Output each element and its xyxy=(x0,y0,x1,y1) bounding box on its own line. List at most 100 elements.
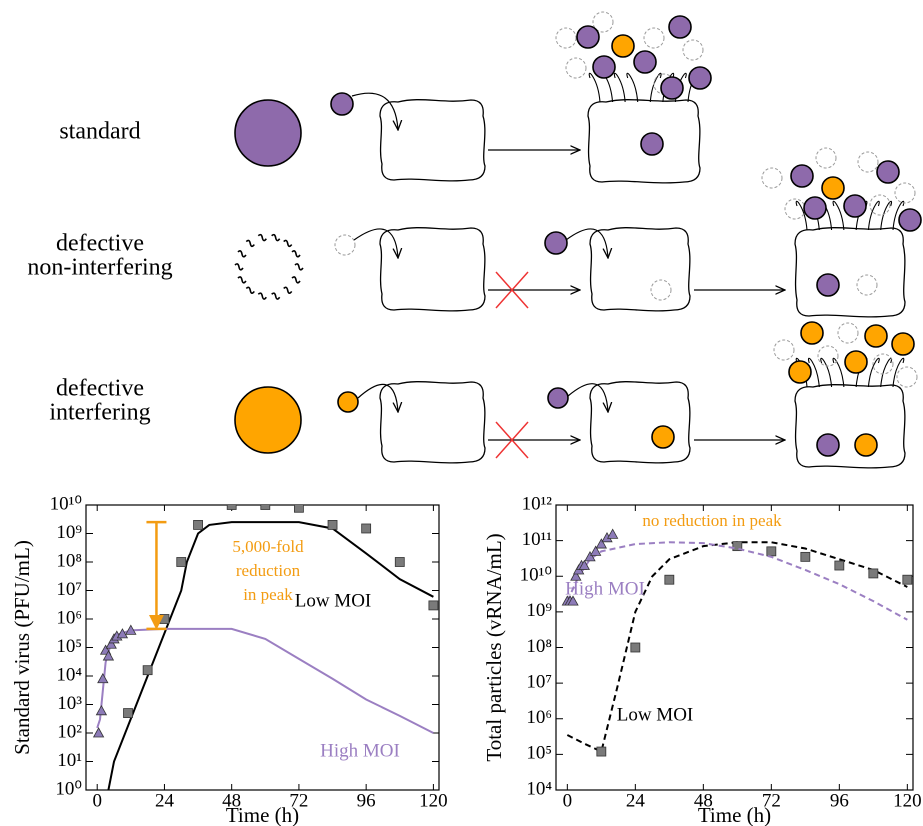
empty-particle xyxy=(838,323,858,343)
empty-particle xyxy=(816,148,836,168)
empty-particle xyxy=(556,28,576,48)
annotation: no reduction in peak xyxy=(642,511,782,530)
data-point xyxy=(395,558,404,567)
data-point xyxy=(98,674,108,683)
particle xyxy=(801,322,823,344)
data-point xyxy=(767,547,776,556)
particle xyxy=(548,388,568,408)
y-tick-label: 10⁷ xyxy=(526,671,552,692)
entry-arrow xyxy=(566,229,608,258)
row-label: standard xyxy=(59,119,140,145)
data-point xyxy=(94,728,104,737)
y-tick-label: 10¹² xyxy=(522,493,553,514)
data-point xyxy=(124,709,133,718)
genome-fragment xyxy=(284,287,292,293)
data-point xyxy=(665,575,674,584)
particle xyxy=(612,35,634,57)
particle xyxy=(804,197,826,219)
y-tick-label: 10¹⁰ xyxy=(520,565,552,586)
particle xyxy=(235,387,301,453)
x-tick-label: 0 xyxy=(92,790,102,811)
cell xyxy=(795,228,905,317)
flagellum xyxy=(833,358,844,387)
empty-particle xyxy=(566,58,586,78)
series-label: Low MOI xyxy=(617,704,694,725)
particle xyxy=(689,67,711,89)
model-line xyxy=(97,629,433,733)
x-tick-label: 24 xyxy=(626,790,646,811)
particle xyxy=(865,325,887,347)
data-point xyxy=(160,615,169,624)
plot-area xyxy=(562,529,912,756)
y-axis-label: Total particles (vRNA/mL) xyxy=(482,533,506,761)
genome-fragment xyxy=(246,240,254,246)
cell xyxy=(380,228,485,311)
empty-particle xyxy=(644,28,664,48)
particle xyxy=(338,392,358,412)
particle xyxy=(235,100,301,166)
cell xyxy=(795,385,905,468)
empty-particle xyxy=(762,168,782,188)
data-point xyxy=(429,601,438,610)
particle xyxy=(331,93,353,115)
flagellum xyxy=(821,358,832,387)
particle xyxy=(822,177,844,199)
data-point xyxy=(177,558,186,567)
particle xyxy=(892,333,914,355)
flagellum xyxy=(627,73,638,102)
x-tick-label: 96 xyxy=(830,790,849,811)
series-label: High MOI xyxy=(565,578,645,599)
data-point xyxy=(194,520,203,529)
particle xyxy=(855,434,877,456)
genome-fragment xyxy=(246,287,254,293)
genome-fragment xyxy=(238,251,246,257)
y-tick-label: 10¹¹ xyxy=(522,529,553,550)
data-point xyxy=(608,529,618,538)
data-point xyxy=(903,575,912,584)
y-tick-label: 10⁹ xyxy=(526,600,552,621)
data-point xyxy=(631,643,640,652)
x-tick-label: 96 xyxy=(357,790,376,811)
particle xyxy=(593,56,615,78)
data-point xyxy=(801,552,810,561)
y-tick-label: 10⁸ xyxy=(56,550,82,571)
empty-particle xyxy=(897,367,917,387)
entry-arrow xyxy=(358,384,398,412)
cell xyxy=(380,100,485,181)
entry-arrow xyxy=(568,384,608,412)
particle xyxy=(899,209,921,231)
particle xyxy=(652,426,674,448)
defective-genome xyxy=(235,235,303,299)
y-tick-label: 10² xyxy=(57,721,82,742)
y-tick-label: 10⁴ xyxy=(56,664,82,685)
particle xyxy=(845,351,867,373)
y-tick-label: 10¹ xyxy=(57,750,82,771)
empty-particle xyxy=(683,40,703,60)
annotation: 5,000-fold xyxy=(232,537,304,556)
x-tick-label: 24 xyxy=(155,790,175,811)
empty-particle xyxy=(895,183,915,203)
data-point xyxy=(261,501,270,510)
y-tick-label: 10⁴ xyxy=(526,778,552,799)
particle xyxy=(817,274,839,296)
row-label: defective xyxy=(56,231,144,257)
data-point xyxy=(362,524,371,533)
particle xyxy=(545,232,567,254)
x-tick-label: 0 xyxy=(563,790,573,811)
genome-fragment xyxy=(284,240,292,246)
empty-particle xyxy=(858,152,878,172)
y-tick-label: 10³ xyxy=(57,693,82,714)
y-axis-label: Standard virus (PFU/mL) xyxy=(10,540,34,755)
cell xyxy=(380,382,485,463)
data-point xyxy=(227,501,236,510)
data-point xyxy=(869,569,878,578)
particle xyxy=(577,26,599,48)
y-tick-label: 10⁵ xyxy=(526,743,552,764)
y-tick-label: 10⁷ xyxy=(56,579,82,600)
genome-fragment xyxy=(272,293,280,299)
empty-particle xyxy=(335,235,355,255)
genome-fragment xyxy=(258,235,266,241)
entry-arrow xyxy=(352,93,398,130)
data-point xyxy=(835,561,844,570)
particle xyxy=(641,133,663,155)
